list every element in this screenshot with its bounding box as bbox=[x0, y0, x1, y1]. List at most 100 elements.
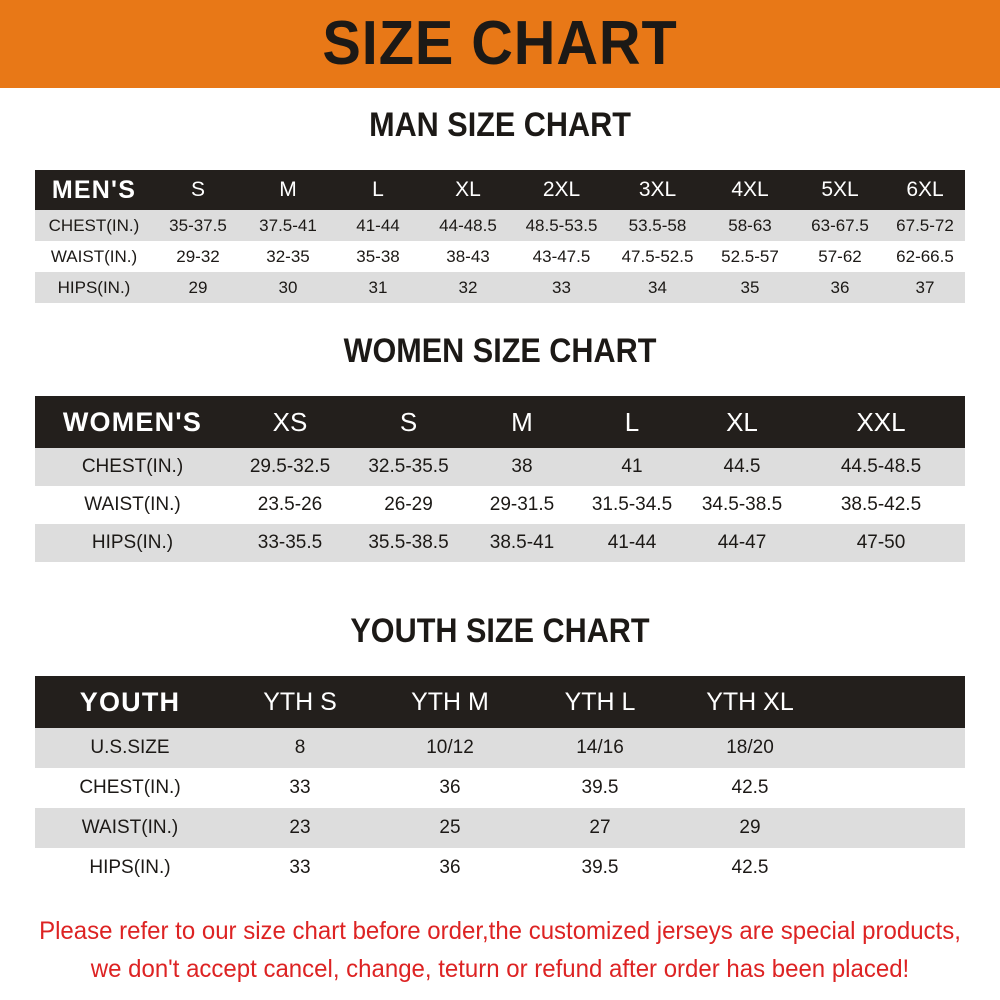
youth-cell: 27 bbox=[589, 817, 611, 838]
man-cell: 63-67.5 bbox=[811, 215, 869, 235]
table-row: U.S.SIZE 8 10/12 14/16 18/20 bbox=[35, 728, 965, 768]
youth-cell-empty bbox=[895, 808, 965, 848]
man-size-header: 5XL bbox=[821, 178, 859, 201]
man-cell: 44-48.5 bbox=[439, 215, 497, 235]
youth-size-header: YTH M bbox=[411, 687, 489, 716]
man-cell: 67.5-72 bbox=[896, 215, 954, 235]
youth-cell-empty bbox=[825, 808, 895, 848]
women-cell: 23.5-26 bbox=[257, 494, 323, 515]
man-cell: 53.5-58 bbox=[628, 215, 687, 235]
table-row: WAIST(IN.) 23.5-26 26-29 29-31.5 31.5-34… bbox=[35, 486, 965, 524]
youth-corner-label: YOUTH bbox=[79, 686, 181, 717]
women-cell: 41 bbox=[621, 456, 643, 477]
women-row-label: WAIST(IN.) bbox=[84, 494, 181, 515]
man-cell: 33 bbox=[552, 277, 571, 297]
footer-note: Please refer to our size chart before or… bbox=[0, 912, 1000, 988]
youth-cell: 10/12 bbox=[426, 737, 474, 758]
table-row: CHEST(IN.) 35-37.5 37.5-41 41-44 44-48.5… bbox=[35, 210, 965, 241]
table-row: HIPS(IN.) 33-35.5 35.5-38.5 38.5-41 41-4… bbox=[35, 524, 965, 562]
women-cell: 29.5-32.5 bbox=[249, 456, 331, 477]
table-row: WAIST(IN.) 23 25 27 29 bbox=[35, 808, 965, 848]
man-size-header: 2XL bbox=[542, 178, 581, 201]
man-cell: 30 bbox=[278, 277, 298, 297]
youth-size-header: YTH XL bbox=[706, 687, 794, 716]
women-size-header: XS bbox=[272, 406, 308, 437]
man-cell: 58-63 bbox=[728, 215, 772, 235]
youth-cell: 33 bbox=[289, 857, 311, 878]
man-cell: 48.5-53.5 bbox=[525, 215, 598, 235]
youth-cell-empty bbox=[895, 848, 965, 888]
youth-cell: 42.5 bbox=[731, 777, 769, 798]
man-section-title: MAN SIZE CHART bbox=[369, 106, 631, 144]
youth-cell-empty bbox=[825, 768, 895, 808]
man-size-header: 3XL bbox=[638, 178, 677, 201]
women-row-label: CHEST(IN.) bbox=[81, 456, 184, 477]
youth-cell: 42.5 bbox=[731, 857, 769, 878]
man-size-header: M bbox=[279, 178, 297, 201]
table-row: CHEST(IN.) 33 36 39.5 42.5 bbox=[35, 768, 965, 808]
women-size-header: XL bbox=[726, 406, 758, 437]
youth-size-table: YOUTH YTH S YTH M YTH L YTH XL U.S.SIZE … bbox=[35, 676, 965, 888]
youth-cell: 33 bbox=[289, 777, 311, 798]
women-cell: 31.5-34.5 bbox=[591, 494, 673, 515]
man-row-label: CHEST(IN.) bbox=[48, 215, 140, 235]
youth-cell: 36 bbox=[439, 857, 461, 878]
table-row: HIPS(IN.) 29 30 31 32 33 34 35 36 37 bbox=[35, 272, 965, 303]
man-cell: 32 bbox=[458, 277, 478, 297]
man-row-label: HIPS(IN.) bbox=[57, 277, 131, 297]
man-cell: 62-66.5 bbox=[896, 246, 954, 266]
footer-note-line-1: Please refer to our size chart before or… bbox=[39, 917, 961, 945]
women-cell: 44.5 bbox=[723, 456, 761, 477]
women-cell: 29-31.5 bbox=[489, 494, 555, 515]
youth-cell: 39.5 bbox=[581, 777, 619, 798]
women-cell: 34.5-38.5 bbox=[701, 494, 783, 515]
youth-cell: 25 bbox=[439, 817, 461, 838]
man-cell: 37 bbox=[915, 277, 935, 297]
table-row: WAIST(IN.) 29-32 32-35 35-38 38-43 43-47… bbox=[35, 241, 965, 272]
man-size-header: L bbox=[372, 178, 384, 201]
youth-row-label: U.S.SIZE bbox=[90, 737, 170, 758]
page-banner: SIZE CHART bbox=[0, 0, 1000, 88]
page-title: SIZE CHART bbox=[322, 9, 678, 78]
youth-cell: 14/16 bbox=[576, 737, 624, 758]
women-cell: 35.5-38.5 bbox=[368, 532, 449, 553]
women-header-row: WOMEN'S XS S M L XL XXL bbox=[35, 396, 965, 448]
youth-row-label: CHEST(IN.) bbox=[79, 777, 181, 798]
women-cell: 32.5-35.5 bbox=[368, 456, 449, 477]
women-cell: 38.5-41 bbox=[489, 532, 555, 553]
youth-cell: 23 bbox=[289, 817, 311, 838]
youth-section-title: YOUTH SIZE CHART bbox=[350, 612, 650, 650]
women-cell: 44-47 bbox=[717, 532, 767, 553]
women-size-header: M bbox=[511, 406, 533, 437]
women-cell: 41-44 bbox=[607, 532, 657, 553]
man-cell: 31 bbox=[368, 277, 388, 297]
table-row: HIPS(IN.) 33 36 39.5 42.5 bbox=[35, 848, 965, 888]
youth-cell: 8 bbox=[294, 737, 306, 758]
youth-row-label: HIPS(IN.) bbox=[89, 857, 171, 878]
youth-cell-empty bbox=[895, 728, 965, 768]
man-header-row: MEN'S S M L XL 2XL 3XL 4XL 5XL 6XL bbox=[35, 170, 965, 210]
youth-size-header: YTH L bbox=[564, 687, 636, 716]
youth-cell: 39.5 bbox=[581, 857, 619, 878]
women-cell: 33-35.5 bbox=[257, 532, 323, 553]
women-cell: 26-29 bbox=[384, 494, 433, 515]
women-cell: 38.5-42.5 bbox=[840, 494, 922, 515]
man-cell: 32-35 bbox=[266, 246, 310, 266]
youth-size-header: YTH S bbox=[263, 687, 337, 716]
youth-size-header-empty bbox=[825, 676, 895, 728]
women-cell: 38 bbox=[511, 456, 533, 477]
man-corner-label: MEN'S bbox=[51, 175, 137, 204]
women-cell: 44.5-48.5 bbox=[840, 456, 922, 477]
man-size-header: 6XL bbox=[906, 178, 944, 201]
man-cell: 29 bbox=[188, 277, 208, 297]
man-cell: 57-62 bbox=[818, 246, 862, 266]
youth-cell-empty bbox=[895, 768, 965, 808]
women-cell: 47-50 bbox=[856, 532, 906, 553]
man-cell: 35-38 bbox=[356, 246, 400, 266]
women-corner-label: WOMEN'S bbox=[62, 406, 203, 437]
man-row-label: WAIST(IN.) bbox=[50, 246, 138, 266]
man-cell: 43-47.5 bbox=[532, 246, 591, 266]
man-size-header: XL bbox=[455, 178, 481, 201]
youth-cell: 36 bbox=[439, 777, 461, 798]
